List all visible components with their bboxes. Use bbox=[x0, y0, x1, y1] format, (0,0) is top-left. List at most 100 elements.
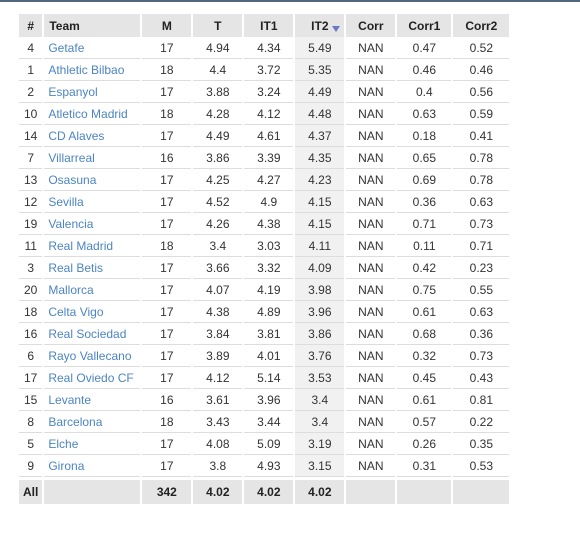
team-link[interactable]: Celta Vigo bbox=[48, 304, 104, 319]
cell-team: Girona bbox=[44, 455, 141, 477]
cell-t: 3.89 bbox=[193, 345, 243, 367]
cell-corr2: 0.73 bbox=[453, 213, 510, 235]
team-link[interactable]: Barcelona bbox=[48, 414, 103, 429]
cell-corr: NAN bbox=[346, 433, 396, 455]
col-header-it2-label: IT2 bbox=[311, 18, 329, 33]
cell-rank: 11 bbox=[19, 235, 43, 257]
team-link[interactable]: Getafe bbox=[48, 40, 85, 55]
cell-corr: NAN bbox=[346, 81, 396, 103]
col-header-m[interactable]: M bbox=[142, 14, 192, 37]
team-link[interactable]: Mallorca bbox=[48, 282, 94, 297]
cell-corr2: 0.78 bbox=[453, 147, 510, 169]
team-link[interactable]: Real Oviedo CF bbox=[48, 370, 134, 385]
team-link[interactable]: Espanyol bbox=[48, 84, 98, 99]
team-link[interactable]: Levante bbox=[48, 392, 92, 407]
col-header-it2[interactable]: IT2 bbox=[295, 14, 345, 37]
team-link[interactable]: Real Betis bbox=[48, 260, 104, 275]
cell-m: 17 bbox=[142, 367, 192, 389]
cell-corr2: 0.36 bbox=[453, 323, 510, 345]
top-border bbox=[0, 0, 580, 2]
cell-it2: 3.98 bbox=[295, 279, 345, 301]
sort-descending-icon[interactable] bbox=[332, 26, 341, 32]
cell-corr: NAN bbox=[346, 235, 396, 257]
cell-corr: NAN bbox=[346, 169, 396, 191]
team-link[interactable]: Rayo Vallecano bbox=[48, 348, 132, 363]
cell-team: Osasuna bbox=[44, 169, 141, 191]
team-link[interactable]: Real Sociedad bbox=[48, 326, 127, 341]
table-row: 20 Mallorca 17 4.07 4.19 3.98 NAN 0.75 0.55 bbox=[19, 279, 510, 301]
team-link[interactable]: Athletic Bilbao bbox=[48, 62, 125, 77]
table-body: 4 Getafe 17 4.94 4.34 5.49 NAN 0.47 0.52 1 Athleti… bbox=[19, 37, 510, 477]
cell-m: 18 bbox=[142, 103, 192, 125]
cell-m: 16 bbox=[142, 389, 192, 411]
cell-rank: 13 bbox=[19, 169, 43, 191]
table-row: 6 Rayo Vallecano 17 3.89 4.01 3.76 NAN 0.32 0.73 bbox=[19, 345, 510, 367]
col-header-t[interactable]: T bbox=[193, 14, 243, 37]
team-link[interactable]: Elche bbox=[48, 436, 79, 451]
table-row: 2 Espanyol 17 3.88 3.24 4.49 NAN 0.4 0.56 bbox=[19, 81, 510, 103]
col-header-it1[interactable]: IT1 bbox=[244, 14, 294, 37]
cell-corr1: 0.61 bbox=[397, 301, 452, 323]
cell-corr2: 0.53 bbox=[453, 455, 510, 477]
cell-it1: 5.09 bbox=[244, 433, 294, 455]
cell-t: 4.25 bbox=[193, 169, 243, 191]
team-link[interactable]: Girona bbox=[48, 458, 85, 473]
cell-it1: 4.89 bbox=[244, 301, 294, 323]
cell-it2: 5.35 bbox=[295, 59, 345, 81]
team-link[interactable]: Real Madrid bbox=[48, 238, 114, 253]
cell-rank: 19 bbox=[19, 213, 43, 235]
cell-team: Getafe bbox=[44, 37, 141, 59]
col-header-corr2[interactable]: Corr2 bbox=[453, 14, 510, 37]
cell-corr2: 0.78 bbox=[453, 169, 510, 191]
cell-it1: 4.19 bbox=[244, 279, 294, 301]
cell-rank: 6 bbox=[19, 345, 43, 367]
cell-corr2: 0.63 bbox=[453, 301, 510, 323]
cell-m: 17 bbox=[142, 37, 192, 59]
cell-it1: 4.34 bbox=[244, 37, 294, 59]
cell-it1: 3.81 bbox=[244, 323, 294, 345]
cell-it1: 5.14 bbox=[244, 367, 294, 389]
cell-corr2: 0.46 bbox=[453, 59, 510, 81]
cell-t: 3.43 bbox=[193, 411, 243, 433]
footer-row: All 342 4.02 4.02 4.02 bbox=[19, 480, 510, 504]
cell-it1: 4.38 bbox=[244, 213, 294, 235]
cell-it2: 3.96 bbox=[295, 301, 345, 323]
col-header-rank[interactable]: # bbox=[19, 14, 43, 37]
cell-team: Villarreal bbox=[44, 147, 141, 169]
cell-corr2: 0.43 bbox=[453, 367, 510, 389]
cell-rank: 14 bbox=[19, 125, 43, 147]
team-link[interactable]: Osasuna bbox=[48, 172, 97, 187]
cell-it2: 3.4 bbox=[295, 389, 345, 411]
cell-corr: NAN bbox=[346, 301, 396, 323]
team-link[interactable]: Valencia bbox=[48, 216, 94, 231]
cell-team: Elche bbox=[44, 433, 141, 455]
table-row: 9 Girona 17 3.8 4.93 3.15 NAN 0.31 0.53 bbox=[19, 455, 510, 477]
team-link[interactable]: Sevilla bbox=[48, 194, 84, 209]
cell-corr: NAN bbox=[346, 411, 396, 433]
cell-team: Levante bbox=[44, 389, 141, 411]
standings-table: # Team M T IT1 IT2 Corr Corr1 Corr2 4 Get… bbox=[17, 14, 511, 504]
cell-corr1: 0.46 bbox=[397, 59, 452, 81]
cell-corr: NAN bbox=[346, 59, 396, 81]
cell-corr2: 0.55 bbox=[453, 279, 510, 301]
col-header-corr[interactable]: Corr bbox=[346, 14, 396, 37]
cell-corr2: 0.35 bbox=[453, 433, 510, 455]
cell-it2: 4.15 bbox=[295, 213, 345, 235]
team-link[interactable]: CD Alaves bbox=[48, 128, 105, 143]
cell-it1: 4.9 bbox=[244, 191, 294, 213]
cell-team: Espanyol bbox=[44, 81, 141, 103]
cell-m: 17 bbox=[142, 125, 192, 147]
cell-m: 17 bbox=[142, 323, 192, 345]
table-row: 3 Real Betis 17 3.66 3.32 4.09 NAN 0.42 0.23 bbox=[19, 257, 510, 279]
col-header-corr1[interactable]: Corr1 bbox=[397, 14, 452, 37]
cell-t: 4.94 bbox=[193, 37, 243, 59]
team-link[interactable]: Villarreal bbox=[48, 150, 95, 165]
table-row: 17 Real Oviedo CF 17 4.12 5.14 3.53 NAN 0.45 0.4… bbox=[19, 367, 510, 389]
cell-t: 3.61 bbox=[193, 389, 243, 411]
cell-m: 17 bbox=[142, 345, 192, 367]
col-header-team[interactable]: Team bbox=[44, 14, 141, 37]
cell-corr2: 0.52 bbox=[453, 37, 510, 59]
team-link[interactable]: Atletico Madrid bbox=[48, 106, 128, 121]
cell-m: 18 bbox=[142, 411, 192, 433]
cell-corr1: 0.61 bbox=[397, 389, 452, 411]
